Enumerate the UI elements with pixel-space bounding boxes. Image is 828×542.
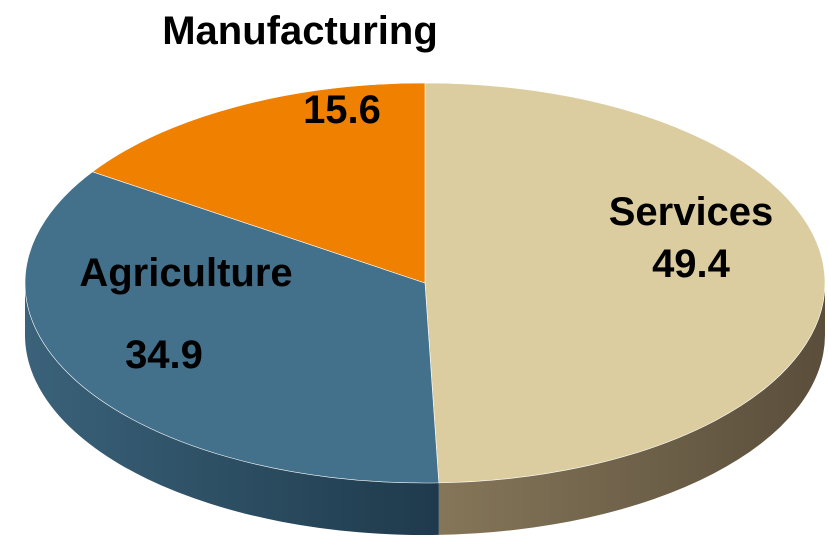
slice-services bbox=[424, 82, 826, 484]
slice-label-manufacturing: Manufacturing bbox=[162, 9, 438, 53]
slice-label-services: Services bbox=[609, 190, 774, 234]
slice-value-manufacturing: 15.6 bbox=[303, 88, 381, 132]
pie-labels-layer: Manufacturing 15.6 Services 49.4 Agricul… bbox=[79, 9, 773, 377]
slice-label-agriculture: Agriculture bbox=[79, 251, 292, 295]
slice-value-services: 49.4 bbox=[652, 242, 731, 286]
slice-value-agriculture: 34.9 bbox=[125, 333, 203, 377]
pie-top-layer bbox=[24, 82, 826, 484]
slice-side-agriculture bbox=[25, 283, 439, 536]
pie-depth-layer bbox=[25, 283, 825, 536]
slice-agriculture bbox=[24, 171, 440, 484]
slice-side-services bbox=[438, 283, 825, 535]
slice-manufacturing bbox=[91, 82, 426, 284]
